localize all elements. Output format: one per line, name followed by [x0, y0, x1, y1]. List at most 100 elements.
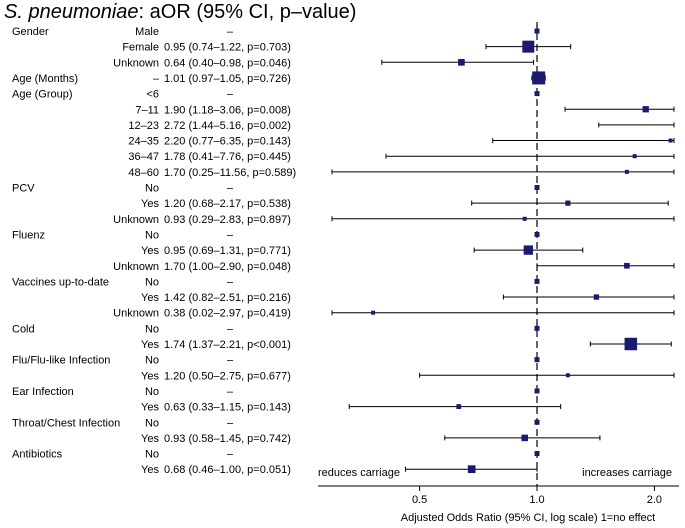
reference-estimate-label: –	[227, 449, 234, 461]
annotation-reduces: reduces carriage	[318, 467, 400, 479]
point-estimate	[632, 154, 637, 159]
estimate-label: 1.74 (1.37–2.21, p<0.001)	[164, 339, 291, 351]
estimate-label: 1.01 (0.97–1.05, p=0.726)	[164, 73, 291, 85]
point-estimate	[624, 337, 638, 351]
level-label: Unknown	[113, 214, 159, 226]
point-estimate	[534, 28, 540, 34]
point-estimate	[521, 434, 528, 442]
variable-label: Throat/Chest Infection	[12, 417, 120, 429]
level-label: No	[145, 355, 159, 367]
level-label: Yes	[141, 370, 159, 382]
reference-estimate-label: –	[227, 276, 234, 288]
point-estimate	[456, 404, 462, 409]
level-label: No	[145, 386, 159, 398]
estimate-label: 0.93 (0.58–1.45, p=0.742)	[164, 433, 291, 445]
x-axis-title: Adjusted Odds Ratio (95% CI, log scale) …	[401, 512, 655, 524]
reference-estimate-label: –	[227, 355, 234, 367]
point-estimate	[522, 216, 527, 221]
point-estimate	[523, 245, 533, 255]
estimate-label: 0.95 (0.74–1.22, p=0.703)	[164, 42, 291, 54]
level-label: No	[145, 183, 159, 195]
estimate-label: 1.90 (1.18–3.06, p=0.008)	[164, 104, 291, 116]
x-tick-label: 0.5	[412, 494, 427, 506]
level-label: No	[145, 276, 159, 288]
level-label: 36–47	[128, 151, 159, 163]
annotation-increases: increases carriage	[582, 467, 672, 479]
point-estimate	[534, 185, 540, 190]
point-estimate	[458, 58, 465, 66]
variable-label: Age (Group)	[12, 89, 73, 101]
point-estimate	[467, 465, 476, 474]
point-estimate	[534, 357, 540, 363]
x-tick-label: 1.0	[529, 494, 544, 506]
level-label: 24–35	[128, 136, 159, 148]
level-label: Yes	[141, 245, 159, 257]
estimate-label: 0.95 (0.69–1.31, p=0.771)	[164, 245, 291, 257]
level-label: 7–11	[135, 104, 159, 116]
level-label: No	[145, 417, 159, 429]
point-estimate	[565, 373, 570, 378]
point-estimate	[534, 451, 540, 457]
point-estimate	[534, 388, 540, 394]
level-label: 48–60	[128, 167, 159, 179]
point-estimate	[668, 138, 673, 143]
variable-label: Fluenz	[12, 229, 45, 241]
chart-title-organism: S. pneumoniae	[4, 1, 139, 23]
point-estimate	[522, 40, 535, 53]
reference-estimate-label: –	[227, 26, 234, 38]
level-label: Male	[135, 26, 159, 38]
variable-label: Vaccines up-to-date	[12, 276, 109, 288]
variable-label: Ear Infection	[12, 386, 74, 398]
estimate-label: 1.42 (0.82–2.51, p=0.216)	[164, 292, 291, 304]
point-estimate	[642, 106, 649, 113]
level-label: <6	[146, 89, 159, 101]
level-label: Yes	[141, 402, 159, 414]
level-label: Yes	[141, 464, 159, 476]
level-label: No	[145, 229, 159, 241]
variable-label: PCV	[12, 183, 35, 195]
variable-label: Gender	[12, 26, 49, 38]
point-estimate	[534, 325, 540, 331]
reference-estimate-label: –	[227, 417, 234, 429]
variable-label: Antibiotics	[12, 449, 63, 461]
variable-label: Cold	[12, 323, 35, 335]
level-label: No	[145, 449, 159, 461]
level-label: Female	[122, 42, 159, 54]
reference-estimate-label: –	[227, 89, 234, 101]
plot-marks	[331, 22, 675, 486]
estimate-label: 2.72 (1.44–5.16, p=0.002)	[164, 120, 291, 132]
level-label: Unknown	[113, 261, 159, 273]
level-label: Yes	[141, 433, 159, 445]
estimate-label: 0.38 (0.02–2.97, p=0.419)	[164, 308, 291, 320]
row-labels: Gender Male – Female 0.95 (0.74–1.22, p=0.70…	[12, 26, 296, 476]
level-label: Yes	[141, 292, 159, 304]
level-label: 12–23	[128, 120, 159, 132]
variable-label: Flu/Flu-like Infection	[12, 355, 110, 367]
point-estimate	[565, 200, 571, 206]
point-estimate	[532, 71, 546, 85]
point-estimate	[534, 419, 540, 425]
reference-estimate-label: –	[227, 386, 234, 398]
chart-title: S. pneumoniae: aOR (95% CI, p–value)	[4, 1, 356, 24]
chart-title-suffix: : aOR (95% CI, p–value)	[138, 1, 357, 23]
x-tick-label: 2.0	[647, 494, 662, 506]
level-label: –	[153, 73, 160, 85]
estimate-label: 0.64 (0.40–0.98, p=0.046)	[164, 57, 291, 69]
estimate-label: 1.70 (0.25–11.56, p=0.589)	[164, 167, 296, 179]
point-estimate	[593, 294, 600, 300]
estimate-label: 1.70 (1.00–2.90, p=0.048)	[164, 261, 291, 273]
estimate-label: 2.20 (0.77–6.35, p=0.143)	[164, 136, 291, 148]
level-label: Unknown	[113, 308, 159, 320]
estimate-label: 1.20 (0.68–2.17, p=0.538)	[164, 198, 291, 210]
level-label: Yes	[141, 198, 159, 210]
variable-label: Age (Months)	[12, 73, 78, 85]
reference-estimate-label: –	[227, 183, 234, 195]
estimate-label: 1.78 (0.41–7.76, p=0.445)	[164, 151, 291, 163]
point-estimate	[624, 169, 629, 174]
reference-estimate-label: –	[227, 229, 234, 241]
estimate-label: 1.20 (0.50–2.75, p=0.677)	[164, 370, 291, 382]
point-estimate	[624, 262, 630, 269]
level-label: Unknown	[113, 57, 159, 69]
